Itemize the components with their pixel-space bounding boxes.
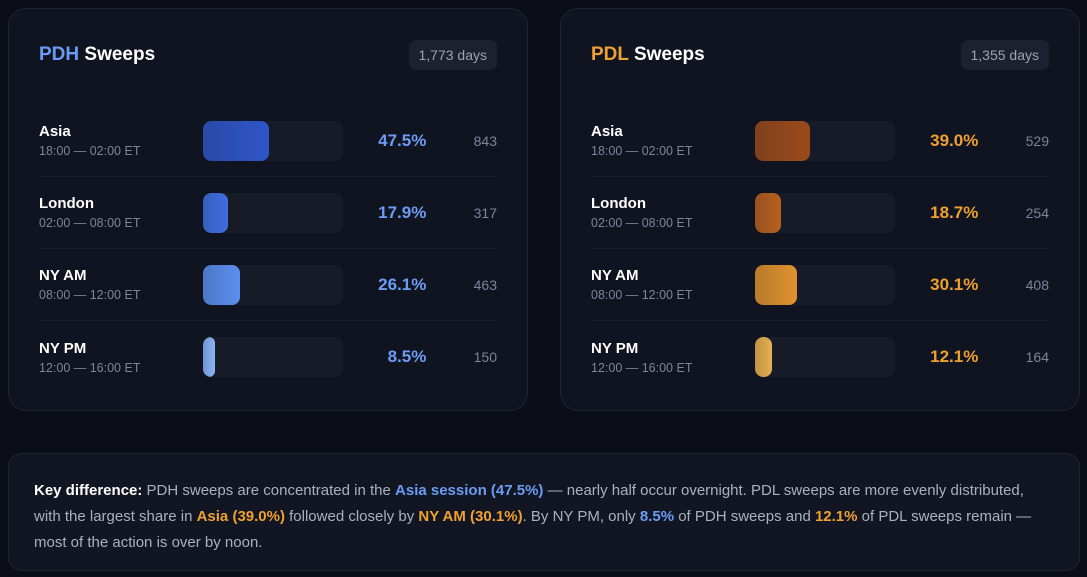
pdl-sweeps-card: PDL Sweeps 1,355 days Asia 18:00 — 02:00 ET… <box>560 8 1080 411</box>
days-badge: 1,355 days <box>960 40 1049 70</box>
card-title: PDH Sweeps <box>39 44 155 66</box>
session-percent: 8.5% <box>387 347 427 366</box>
progress-fill <box>755 120 810 161</box>
title-prefix: PDL <box>591 44 629 65</box>
session-time: 18:00 — 02:00 ET <box>39 144 141 158</box>
note-text: of PDH sweeps and <box>674 508 815 525</box>
session-row: NY PM 12:00 — 16:00 ET 12.1% 164 <box>591 321 1049 393</box>
session-name: NY PM <box>591 339 639 357</box>
session-time: 12:00 — 16:00 ET <box>591 360 693 375</box>
note-highlight: NY AM (30.1%) <box>418 508 523 525</box>
note-highlight: Asia (39.0%) <box>196 508 285 525</box>
key-difference-note: Key difference: PDH sweeps are concentra… <box>8 453 1080 571</box>
title-suffix: Sweeps <box>84 44 156 65</box>
progress-fill <box>755 337 773 377</box>
progress-track <box>203 264 343 305</box>
title-suffix: Sweeps <box>633 44 705 65</box>
progress-track <box>755 120 895 161</box>
session-name: Asia <box>591 123 623 140</box>
note-lead: Key difference: <box>34 482 143 499</box>
card-header: PDH Sweeps 1,773 days <box>39 39 497 71</box>
progress-fill <box>203 264 240 305</box>
progress-track <box>755 192 895 233</box>
progress-track <box>755 264 895 305</box>
progress-fill <box>755 192 782 233</box>
session-percent: 39.0% <box>930 130 979 150</box>
progress-fill <box>203 337 216 377</box>
session-row: Asia 18:00 — 02:00 ET 47.5% 843 <box>39 105 497 177</box>
progress-track <box>755 337 895 377</box>
session-name: NY AM <box>591 267 639 284</box>
note-text: . By NY PM, only <box>522 508 640 525</box>
session-name: London <box>591 195 646 212</box>
session-count: 408 <box>1025 276 1049 293</box>
session-count: 843 <box>473 132 497 149</box>
session-percent: 18.7% <box>930 202 979 222</box>
session-time: 02:00 — 08:00 ET <box>39 216 141 230</box>
progress-track <box>203 337 343 377</box>
session-count: 164 <box>1025 349 1049 365</box>
session-time: 12:00 — 16:00 ET <box>39 360 141 375</box>
progress-track <box>203 120 343 161</box>
session-row: London 02:00 — 08:00 ET 17.9% 317 <box>39 177 497 249</box>
session-row: London 02:00 — 08:00 ET 18.7% 254 <box>591 177 1049 249</box>
session-count: 150 <box>473 349 497 365</box>
session-percent: 17.9% <box>378 202 427 222</box>
session-time: 08:00 — 12:00 ET <box>591 288 693 302</box>
note-highlight: Asia session (47.5%) <box>395 482 544 499</box>
session-percent: 12.1% <box>930 347 979 366</box>
note-text: — nearly half occur overnight. PDL sweep… <box>34 482 1024 525</box>
note-text: followed closely by <box>284 508 419 525</box>
pdh-sweeps-card: PDH Sweeps 1,773 days Asia 18:00 — 02:00 ET… <box>8 8 528 411</box>
progress-fill <box>203 120 270 161</box>
card-title: PDL Sweeps <box>591 44 705 66</box>
session-time: 18:00 — 02:00 ET <box>591 144 693 158</box>
session-count: 254 <box>1025 204 1049 221</box>
session-row: Asia 18:00 — 02:00 ET 39.0% 529 <box>591 105 1049 177</box>
session-percent: 30.1% <box>930 274 979 294</box>
session-name: Asia <box>39 123 71 140</box>
days-badge: 1,773 days <box>408 40 497 70</box>
progress-fill <box>755 264 798 305</box>
session-row: NY AM 08:00 — 12:00 ET 26.1% 463 <box>39 249 497 321</box>
card-header: PDL Sweeps 1,355 days <box>591 39 1049 71</box>
session-count: 463 <box>473 276 497 293</box>
note-text: PDH sweeps are concentrated in the <box>142 482 396 499</box>
note-text: of PDL sweeps remain — most of the actio… <box>34 508 1032 551</box>
note-highlight: 12.1% <box>814 508 858 525</box>
session-percent: 47.5% <box>378 130 427 150</box>
session-count: 529 <box>1025 132 1049 149</box>
session-percent: 26.1% <box>378 274 427 294</box>
session-name: NY PM <box>39 339 87 357</box>
session-name: NY AM <box>39 267 87 284</box>
session-row: NY PM 12:00 — 16:00 ET 8.5% 150 <box>39 321 497 393</box>
session-name: London <box>39 195 94 212</box>
note-highlight: 8.5% <box>639 508 675 525</box>
session-row: NY AM 08:00 — 12:00 ET 30.1% 408 <box>591 249 1049 321</box>
session-time: 08:00 — 12:00 ET <box>39 288 141 302</box>
session-time: 02:00 — 08:00 ET <box>591 216 693 230</box>
session-count: 317 <box>473 204 497 221</box>
title-prefix: PDH <box>39 44 80 65</box>
progress-track <box>203 192 343 233</box>
progress-fill <box>203 192 229 233</box>
